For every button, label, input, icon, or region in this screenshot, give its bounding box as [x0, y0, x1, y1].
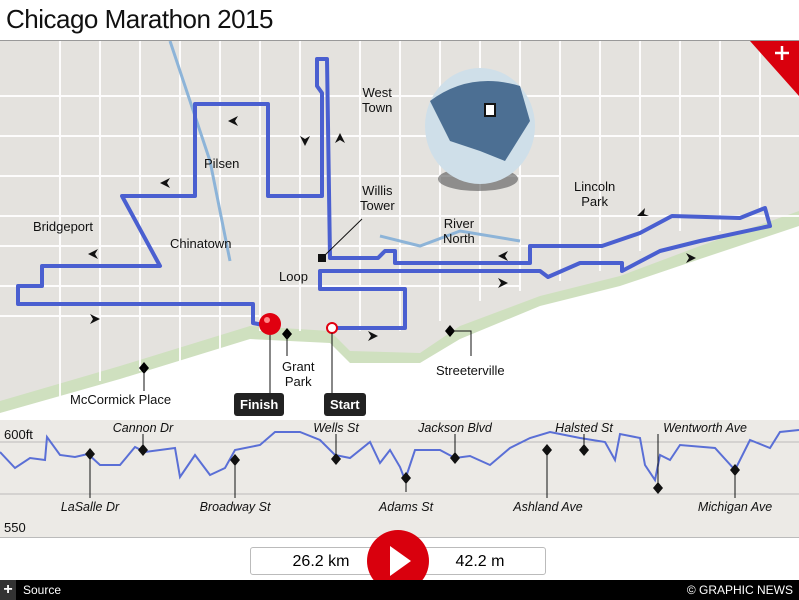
street-label: Jackson Blvd: [418, 421, 492, 435]
label-bridgeport: Bridgeport: [33, 219, 93, 234]
play-icon: [390, 546, 411, 576]
start-marker: [326, 322, 338, 334]
page-title: Chicago Marathon 2015: [6, 4, 274, 34]
profile-top-label: 600ft: [4, 427, 33, 442]
label-mccormick-place: McCormick Place: [70, 392, 172, 407]
label-loop: Loop: [279, 269, 308, 284]
map-graphic: [0, 40, 799, 421]
credit: © GRAPHIC NEWS: [686, 583, 793, 597]
street-label: Wentworth Ave: [663, 421, 747, 435]
elevation-graphic: [0, 429, 799, 498]
distance-km: 26.2 km: [292, 553, 350, 570]
footer: + Source © GRAPHIC NEWS: [0, 580, 799, 600]
elevation-profile: 600ft 550 Cannon Dr Wells St Jackson Blv…: [0, 420, 799, 538]
street-label: Wells St: [313, 421, 359, 435]
marathon-route: [16, 57, 772, 330]
expand-button[interactable]: [750, 41, 799, 96]
finish-marker: [259, 313, 281, 335]
label-lincoln-park: Lincoln Park: [574, 179, 616, 209]
globe-icon: [425, 68, 535, 191]
label-streeterville: Streeterville: [436, 363, 505, 378]
label-chinatown: Chinatown: [170, 236, 232, 251]
source-link[interactable]: Source: [23, 583, 62, 597]
street-label: LaSalle Dr: [60, 500, 120, 514]
street-label: Ashland Ave: [513, 500, 583, 514]
profile-bottom-label: 550: [4, 520, 26, 535]
street-label: Cannon Dr: [112, 421, 174, 435]
street-label: Michigan Ave: [697, 500, 773, 514]
direction-arrows: [88, 116, 696, 341]
label-river-north: River North: [443, 216, 475, 246]
distance-miles: 42.2 m: [455, 553, 505, 570]
plus-icon[interactable]: +: [0, 580, 16, 600]
label-pilsen: Pilsen: [204, 156, 240, 171]
street-label: Halsted St: [555, 421, 613, 435]
route-map[interactable]: West Town Pilsen Willis Tower Bridgeport…: [0, 40, 799, 421]
label-willis-tower: Willis Tower: [360, 183, 395, 213]
label-grant-park: Grant Park: [282, 359, 315, 389]
finish-tag: Finish: [234, 393, 285, 416]
street-label: Adams St: [378, 500, 434, 514]
label-west-town: West Town: [362, 85, 393, 115]
street-label: Broadway St: [199, 500, 271, 514]
start-tag: Start: [324, 393, 366, 416]
